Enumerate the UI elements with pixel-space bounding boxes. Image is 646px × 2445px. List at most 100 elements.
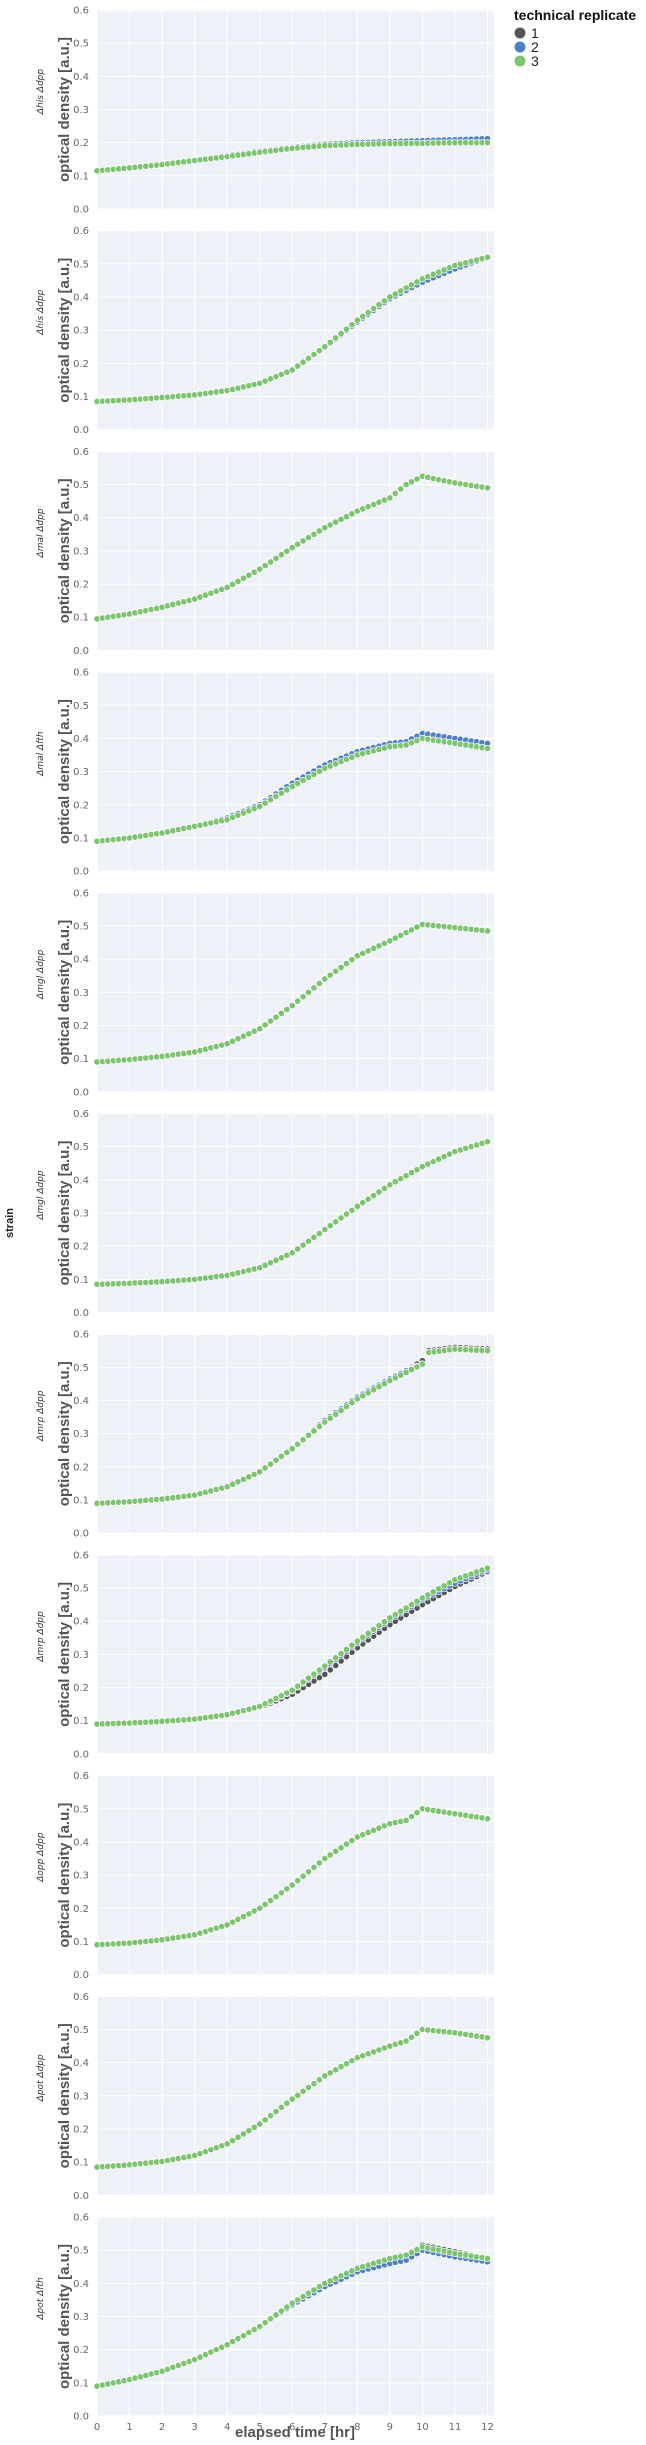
y-tick-label: 0.6 (73, 447, 89, 458)
y-tick-label: 0.2 (73, 1242, 89, 1253)
y-tick-label: 0.1 (73, 392, 89, 403)
y-tick-label: 0.6 (73, 1330, 89, 1341)
y-tick-label: 0.4 (73, 955, 89, 966)
y-tick-label: 0.1 (73, 1716, 89, 1727)
data-point (277, 789, 285, 797)
data-point (229, 2338, 237, 2346)
data-point (380, 1380, 388, 1388)
y-tick-label: 0.3 (73, 1209, 89, 1220)
data-point (261, 2116, 269, 2124)
data-point (315, 1229, 323, 1238)
y-tick-label: 0.3 (73, 2091, 89, 2102)
data-point (310, 1233, 318, 1241)
data-point (272, 554, 280, 562)
data-point (359, 1633, 367, 1641)
data-point (375, 1188, 383, 1196)
legend-title: technical replicate (514, 7, 636, 23)
data-point (294, 997, 302, 1005)
y-axis-label: optical density [a.u.] (56, 2244, 73, 2389)
data-point (435, 1585, 443, 1593)
data-point (402, 1604, 410, 1612)
data-point (332, 2066, 340, 2074)
data-point (342, 1210, 351, 1218)
y-axis-label: optical density [a.u.] (56, 37, 73, 182)
data-point (332, 1218, 340, 1226)
data-point (256, 2120, 264, 2128)
data-point (277, 1009, 285, 1017)
x-tick-label: 0 (94, 2422, 100, 2433)
data-point (310, 530, 318, 538)
y-tick-label: 0.2 (73, 1683, 89, 1694)
data-point (353, 1202, 361, 1210)
data-point (283, 547, 291, 555)
data-point (359, 1392, 367, 1400)
y-tick-label: 0.5 (73, 921, 89, 932)
data-point (267, 558, 275, 566)
facet-label: Δmal Δfth (36, 731, 46, 777)
y-tick-label: 0.4 (73, 734, 89, 745)
data-point (283, 1885, 291, 1893)
y-tick-label: 0.6 (73, 6, 89, 17)
data-point (310, 984, 318, 992)
data-point (483, 2034, 492, 2042)
data-point (483, 2254, 492, 2263)
data-point (304, 2083, 313, 2092)
y-axis-label: optical density [a.u.] (56, 920, 73, 1065)
y-axis-label: optical density [a.u.] (56, 699, 73, 844)
data-point (272, 792, 280, 801)
data-point (239, 574, 247, 582)
y-tick-label: 0.3 (73, 2312, 89, 2323)
data-point (267, 1896, 275, 1905)
data-point (402, 1816, 410, 1824)
data-point (310, 2286, 318, 2294)
data-point (315, 2076, 323, 2084)
y-axis-label: optical density [a.u.] (56, 478, 73, 623)
data-point (310, 1670, 318, 1678)
y-tick-label: 0.5 (73, 39, 89, 50)
data-point (370, 1192, 378, 1200)
data-point (310, 1427, 318, 1435)
data-point (283, 786, 291, 794)
y-tick-label: 0.6 (73, 226, 89, 237)
legend-label: 1 (531, 25, 539, 41)
data-point (223, 583, 231, 591)
data-point (288, 544, 296, 552)
data-point (272, 1013, 280, 1021)
y-tick-label: 0.1 (73, 1496, 89, 1507)
data-point (321, 2072, 329, 2080)
data-point (267, 1460, 275, 1468)
y-tick-label: 0.3 (73, 546, 89, 557)
y-tick-label: 0.4 (73, 1175, 89, 1186)
data-point (261, 2319, 269, 2327)
data-point (299, 1241, 307, 1249)
data-point (277, 1452, 285, 1460)
data-point (424, 1591, 432, 1599)
data-point (304, 354, 313, 362)
y-tick-label: 0.1 (73, 2158, 89, 2169)
y-tick-label: 0.4 (73, 2058, 89, 2069)
data-point (332, 1654, 340, 1662)
y-tick-label: 0.3 (73, 1871, 89, 1882)
y-tick-label: 0.3 (73, 105, 89, 116)
data-point (256, 802, 264, 810)
panel: 0.0 0.1 0.2 0.3 0.4 0.5 0.6 optical density [a.… (36, 1550, 494, 1760)
y-tick-label: 0.0 (73, 205, 89, 216)
data-point (321, 1418, 329, 1426)
data-point (348, 1206, 356, 1214)
data-point (315, 1422, 323, 1431)
data-point (391, 1178, 399, 1186)
data-point (245, 2328, 253, 2337)
x-tick-label: 12 (481, 2422, 494, 2433)
data-point (261, 561, 269, 570)
facet-label: Δhis Δdpp (36, 69, 46, 115)
data-point (299, 1678, 307, 1686)
y-tick-label: 0.5 (73, 1584, 89, 1595)
y-tick-label: 0.5 (73, 701, 89, 712)
y-axis-label: optical density [a.u.] (56, 258, 73, 403)
data-point (386, 494, 394, 502)
data-point (267, 2112, 275, 2120)
panel: 0.0 0.1 0.2 0.3 0.4 0.5 0.6 optical density [a.… (36, 1330, 494, 1540)
data-point (272, 1456, 280, 1464)
data-point (483, 1347, 492, 1355)
